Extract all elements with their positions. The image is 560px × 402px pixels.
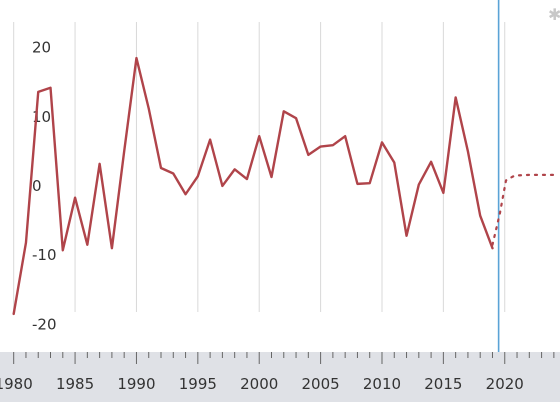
y-tick-label: -20	[32, 315, 57, 333]
x-tick-label: 1980	[0, 375, 33, 393]
x-tick-label: 2000	[240, 375, 278, 393]
x-axis-labels: 1980 1985 1990 1995 2000 2005 2010 2015 2020	[0, 375, 524, 393]
x-tick-label: 2020	[486, 375, 524, 393]
x-tick-label: 2015	[424, 375, 462, 393]
series-line-projection	[491, 173, 555, 246]
x-tick-label: 2010	[363, 375, 401, 393]
x-tick-label: 1995	[179, 375, 217, 393]
star-icon[interactable]: ✱	[548, 5, 560, 24]
y-tick-label: 20	[32, 39, 51, 57]
series-line-historical	[12, 56, 494, 316]
x-axis-band	[0, 352, 560, 402]
x-tick-label: 1990	[117, 375, 155, 393]
gridlines	[13, 22, 506, 312]
x-tick-label: 2005	[302, 375, 340, 393]
x-tick-label: 1985	[56, 375, 94, 393]
x-axis-ticks	[13, 352, 555, 364]
y-tick-label: 0	[32, 177, 42, 195]
y-tick-label: -10	[32, 246, 57, 264]
